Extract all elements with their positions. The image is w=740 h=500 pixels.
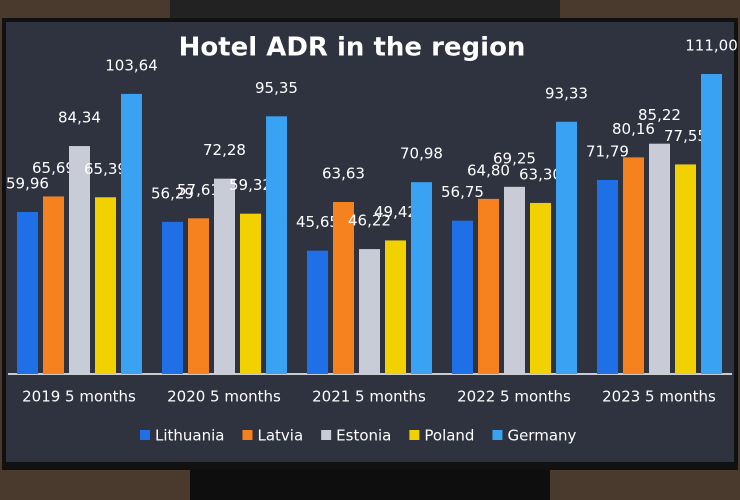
value-label: 93,33	[545, 84, 588, 102]
legend-swatch	[242, 430, 253, 440]
value-label: 63,30	[519, 165, 562, 183]
legend-swatch	[492, 430, 503, 440]
legend-label: Estonia	[336, 427, 391, 445]
value-label: 59,32	[229, 176, 272, 194]
value-label: 77,55	[664, 127, 707, 145]
bar	[266, 116, 287, 374]
bar	[162, 221, 183, 374]
x-tick-label: 2022 5 months	[457, 388, 571, 406]
bar	[17, 211, 38, 374]
value-label: 56,75	[441, 183, 484, 201]
bar	[121, 93, 142, 374]
value-label: 59,96	[6, 174, 49, 192]
bar	[504, 186, 525, 374]
bar	[69, 146, 90, 374]
bar	[385, 240, 406, 374]
bar	[478, 198, 499, 374]
x-tick-label: 2020 5 months	[167, 388, 281, 406]
value-label: 111,00	[685, 37, 738, 55]
bar	[597, 179, 618, 374]
value-label: 85,22	[638, 106, 681, 124]
value-label: 69,25	[493, 149, 536, 167]
value-label: 84,34	[58, 109, 101, 127]
bar	[623, 157, 644, 374]
bar	[452, 220, 473, 374]
bar	[530, 202, 551, 374]
x-tick-label: 2021 5 months	[312, 388, 426, 406]
legend-label: Germany	[507, 427, 576, 445]
bar	[240, 213, 261, 374]
value-label: 65,69	[32, 159, 75, 177]
value-label: 72,28	[203, 141, 246, 159]
value-label: 95,35	[255, 79, 298, 97]
value-label: 56,29	[151, 184, 194, 202]
value-label: 49,42	[374, 203, 417, 221]
value-label: 45,65	[296, 213, 339, 231]
bar	[675, 164, 696, 374]
device	[170, 0, 560, 18]
bar	[411, 182, 432, 374]
stand	[190, 470, 550, 500]
x-tick-label: 2019 5 months	[22, 388, 136, 406]
value-label: 63,63	[322, 165, 365, 183]
value-label: 57,61	[177, 181, 220, 199]
value-label: 80,16	[612, 120, 655, 138]
bar	[556, 121, 577, 374]
legend-swatch	[409, 430, 420, 440]
bar	[359, 249, 380, 374]
bar	[333, 202, 354, 374]
bar	[95, 197, 116, 374]
bar	[188, 218, 209, 374]
value-label: 65,39	[84, 160, 127, 178]
legend-swatch	[321, 430, 332, 440]
value-label: 46,22	[348, 212, 391, 230]
bar	[214, 178, 235, 374]
legend-swatch	[140, 430, 150, 440]
legend-label: Lithuania	[155, 427, 224, 445]
bar	[43, 196, 64, 374]
chart-title: Hotel ADR in the region	[179, 33, 526, 63]
value-label: 103,64	[105, 56, 158, 74]
legend-label: Poland	[424, 427, 474, 445]
legend-label: Latvia	[257, 427, 303, 445]
value-label: 71,79	[586, 142, 629, 160]
bar	[307, 250, 328, 374]
value-label: 64,80	[467, 161, 510, 179]
x-tick-label: 2023 5 months	[602, 388, 716, 406]
bar	[701, 74, 722, 374]
value-label: 70,98	[400, 145, 443, 163]
bar	[649, 143, 670, 374]
